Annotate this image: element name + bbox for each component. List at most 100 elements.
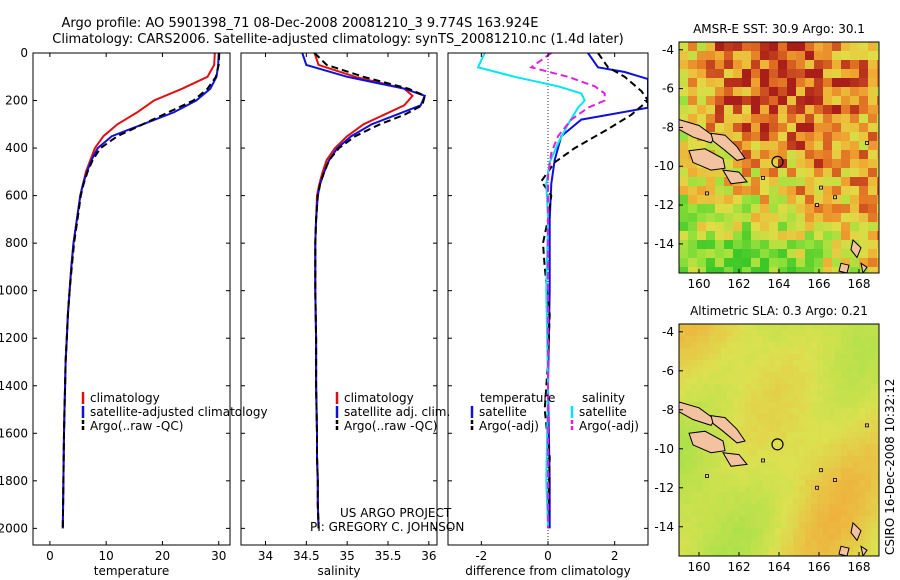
grid-cell [847, 366, 854, 373]
grid-cell [715, 336, 722, 343]
grid-cell [859, 378, 866, 385]
grid-cell [832, 132, 842, 142]
grid-cell [775, 552, 782, 556]
grid-cell [832, 240, 842, 250]
grid-cell [763, 360, 770, 367]
grid-cell [796, 168, 806, 178]
grid-cell [778, 150, 788, 160]
grid-cell [709, 378, 716, 385]
grid-cell [733, 336, 740, 343]
grid-cell [751, 42, 761, 52]
grid-cell [769, 195, 779, 205]
grid-cell [739, 480, 746, 487]
grid-cell [685, 348, 692, 355]
grid-cell [787, 426, 794, 433]
grid-cell [814, 123, 824, 133]
grid-cell [685, 330, 692, 337]
grid-cell [832, 195, 842, 205]
grid-cell [823, 186, 833, 196]
grid-cell [760, 141, 770, 151]
grid-cell [685, 444, 692, 451]
grid-cell [823, 546, 830, 553]
grid-cell [733, 510, 740, 517]
legend-header: temperature [480, 391, 555, 405]
grid-cell [787, 516, 794, 523]
grid-cell [763, 546, 770, 553]
grid-cell [733, 330, 740, 337]
grid-cell [805, 231, 815, 241]
grid-cell [685, 420, 692, 427]
grid-cell [715, 114, 725, 124]
grid-cell [781, 480, 788, 487]
grid-cell [715, 432, 722, 439]
grid-cell [823, 372, 830, 379]
grid-cell [853, 486, 860, 493]
grid-cell [688, 195, 698, 205]
grid-cell [787, 168, 797, 178]
grid-cell [847, 396, 854, 403]
grid-cell [709, 498, 716, 505]
grid-cell [817, 444, 824, 451]
grid-cell [814, 258, 824, 268]
grid-cell [823, 105, 833, 115]
grid-cell [763, 372, 770, 379]
grid-cell [763, 486, 770, 493]
grid-cell [877, 468, 879, 475]
grid-cell [739, 516, 746, 523]
grid-cell [859, 534, 866, 541]
grid-cell [823, 492, 830, 499]
grid-cell [799, 474, 806, 481]
grid-cell [835, 462, 842, 469]
grid-cell [793, 492, 800, 499]
grid-cell [742, 105, 752, 115]
grid-cell [775, 426, 782, 433]
grid-cell [805, 87, 815, 97]
grid-cell [793, 342, 800, 349]
grid-cell [787, 324, 794, 331]
grid-cell [769, 540, 776, 547]
grid-cell [742, 204, 752, 214]
grid-cell [721, 378, 728, 385]
grid-cell [865, 486, 872, 493]
grid-cell [847, 384, 854, 391]
grid-cell [751, 468, 758, 475]
grid-cell [688, 186, 698, 196]
grid-cell [859, 96, 869, 106]
grid-cell [757, 474, 764, 481]
grid-cell [829, 372, 836, 379]
grid-cell [817, 552, 824, 556]
grid-cell [835, 420, 842, 427]
grid-cell [877, 222, 879, 232]
grid-cell [769, 132, 779, 142]
grid-cell [709, 534, 716, 541]
grid-cell [793, 360, 800, 367]
grid-cell [829, 396, 836, 403]
grid-cell [739, 330, 746, 337]
grid-cell [814, 222, 824, 232]
grid-cell [769, 456, 776, 463]
grid-cell [739, 360, 746, 367]
grid-cell [796, 267, 806, 273]
grid-cell [841, 474, 848, 481]
grid-cell [769, 462, 776, 469]
grid-cell [817, 330, 824, 337]
grid-cell [685, 516, 692, 523]
grid-cell [691, 330, 698, 337]
grid-cell [823, 480, 830, 487]
grid-cell [679, 534, 686, 541]
grid-cell [817, 384, 824, 391]
grid-cell [871, 426, 878, 433]
grid-cell [706, 168, 716, 178]
grid-cell [775, 474, 782, 481]
grid-cell [781, 426, 788, 433]
grid-cell [793, 390, 800, 397]
grid-cell [850, 105, 860, 115]
grid-cell [799, 510, 806, 517]
grid-cell [835, 450, 842, 457]
grid-cell [757, 414, 764, 421]
grid-cell [853, 390, 860, 397]
grid-cell [709, 528, 716, 535]
grid-cell [715, 354, 722, 361]
grid-cell [691, 384, 698, 391]
grid-cell [787, 354, 794, 361]
